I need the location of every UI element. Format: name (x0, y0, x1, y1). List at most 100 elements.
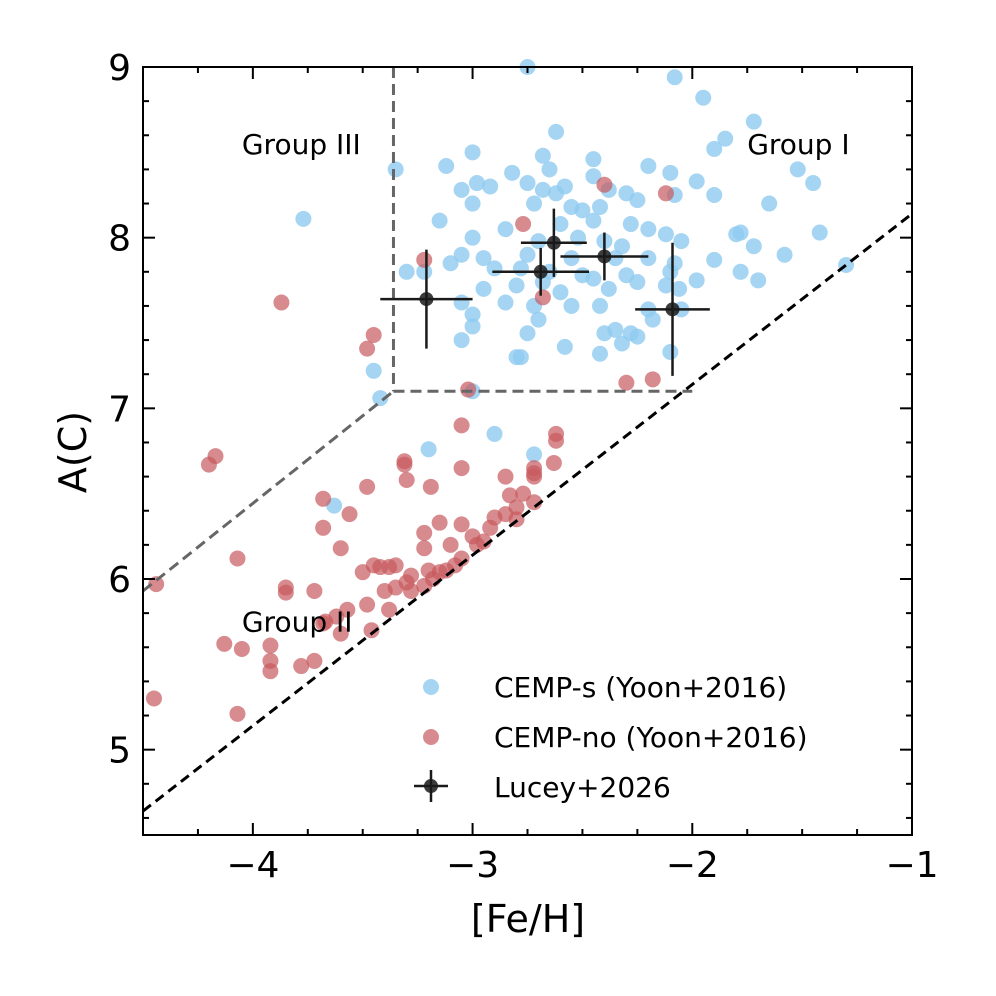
cemp-s-point (475, 250, 492, 267)
cemp-s-point (640, 250, 657, 267)
cemp-no-point (515, 485, 532, 502)
cemp-s-point (776, 246, 793, 263)
cemp-s-point (805, 175, 822, 192)
cemp-s-point (519, 246, 536, 263)
cemp-no-point (216, 635, 233, 652)
cemp-s-point (420, 441, 437, 458)
cemp-s-point (671, 280, 688, 297)
group-iii-label: Group III (242, 128, 361, 161)
cemp-no-point (416, 251, 433, 268)
cemp-no-point (497, 468, 514, 485)
cemp-s-point (504, 164, 521, 181)
cemp-s-point (761, 195, 778, 212)
x-tick-label: −2 (666, 845, 719, 886)
cemp-s-point (295, 210, 312, 227)
x-tick-label: −3 (446, 845, 499, 886)
cemp-no-point (306, 652, 323, 669)
cemp-no-point (534, 289, 551, 306)
cemp-s-point (552, 216, 569, 233)
cemp-no-point (200, 456, 217, 473)
cemp-no-point (431, 514, 448, 531)
cemp-s-point (464, 144, 481, 161)
cemp-no-point (403, 582, 420, 599)
cemp-no-point (460, 381, 477, 398)
cemp-s-point (657, 277, 674, 294)
cemp-s-point (497, 294, 514, 311)
cemp-s-point (585, 212, 602, 229)
cemp-s-point (592, 345, 609, 362)
cemp-s-point (482, 178, 499, 195)
cemp-s-point (585, 270, 602, 287)
region-lines (142, 67, 913, 813)
cemp-no-point (145, 690, 162, 707)
cemp-s-point (629, 328, 646, 345)
y-tick-label: 6 (108, 560, 131, 601)
cemp-no-point (468, 536, 485, 553)
legend-label-lucey: Lucey+2026 (494, 771, 671, 804)
cemp-s-point (453, 246, 470, 263)
cemp-s-point (563, 297, 580, 314)
cemp-s-point (438, 157, 455, 174)
cemp-no-point (365, 326, 382, 343)
cemp-s-point (688, 272, 705, 289)
cemp-s-point (607, 250, 624, 267)
cemp-s-point (657, 226, 674, 243)
cemp-no-point (442, 536, 459, 553)
cemp-no-point (482, 519, 499, 536)
y-tick-label: 5 (108, 731, 131, 772)
group-ii-label: Group II (242, 606, 353, 639)
lucey-marker (546, 235, 561, 250)
cemp-no-point (515, 216, 532, 233)
cemp-s-point (372, 390, 389, 407)
cemp-s-point (468, 175, 485, 192)
plot-frame (142, 66, 913, 836)
series-cemp-s (295, 59, 855, 514)
cemp-no-point (332, 540, 349, 557)
cemp-s-point (464, 318, 481, 335)
cemp-no-point (262, 663, 279, 680)
cemp-s-point (695, 89, 712, 106)
cemp-s-point (622, 216, 639, 233)
cemp-s-point (613, 238, 630, 255)
cemp-s-point (365, 362, 382, 379)
cemp-s-point (464, 229, 481, 246)
legend: CEMP-s (Yoon+2016) CEMP-no (Yoon+2016) L… (414, 671, 808, 804)
lucey-point (492, 247, 590, 296)
cemp-no-point (317, 613, 334, 630)
cemp-no-point (644, 371, 661, 388)
cemp-s-point (644, 311, 661, 328)
cemp-no-point (396, 456, 413, 473)
x-tick-label: −1 (885, 845, 938, 886)
cemp-s-point (750, 272, 767, 289)
y-tick-label: 8 (108, 219, 131, 260)
cemp-s-point (519, 325, 536, 342)
cemp-no-point (359, 478, 376, 495)
series-cemp-no (145, 176, 674, 722)
cemp-s-point (512, 260, 529, 277)
cemp-s-point (475, 280, 492, 297)
cemp-no-point (315, 519, 332, 536)
cemp-s-point (706, 251, 723, 268)
cemp-s-point (431, 212, 448, 229)
cemp-s-point (592, 198, 609, 215)
cemp-s-point (811, 224, 828, 241)
cemp-no-point (148, 576, 165, 593)
lucey-marker (665, 302, 680, 317)
cemp-threshold-line (142, 212, 913, 813)
cemp-s-point (745, 113, 762, 130)
group-i-label: Group I (747, 128, 849, 161)
cemp-s-point (556, 338, 573, 355)
cemp-s-point (519, 175, 536, 192)
legend-marker-cemp-s (423, 679, 439, 695)
cemp-s-point (416, 263, 433, 280)
cemp-s-point (662, 164, 679, 181)
cemp-no-point (416, 524, 433, 541)
cemp-s-point (600, 280, 617, 297)
cemp-s-point (453, 181, 470, 198)
lucey-marker (597, 249, 612, 264)
cemp-s-point (464, 195, 481, 212)
cemp-no-point (359, 596, 376, 613)
cemp-no-point (376, 582, 393, 599)
cemp-s-point (732, 224, 749, 241)
